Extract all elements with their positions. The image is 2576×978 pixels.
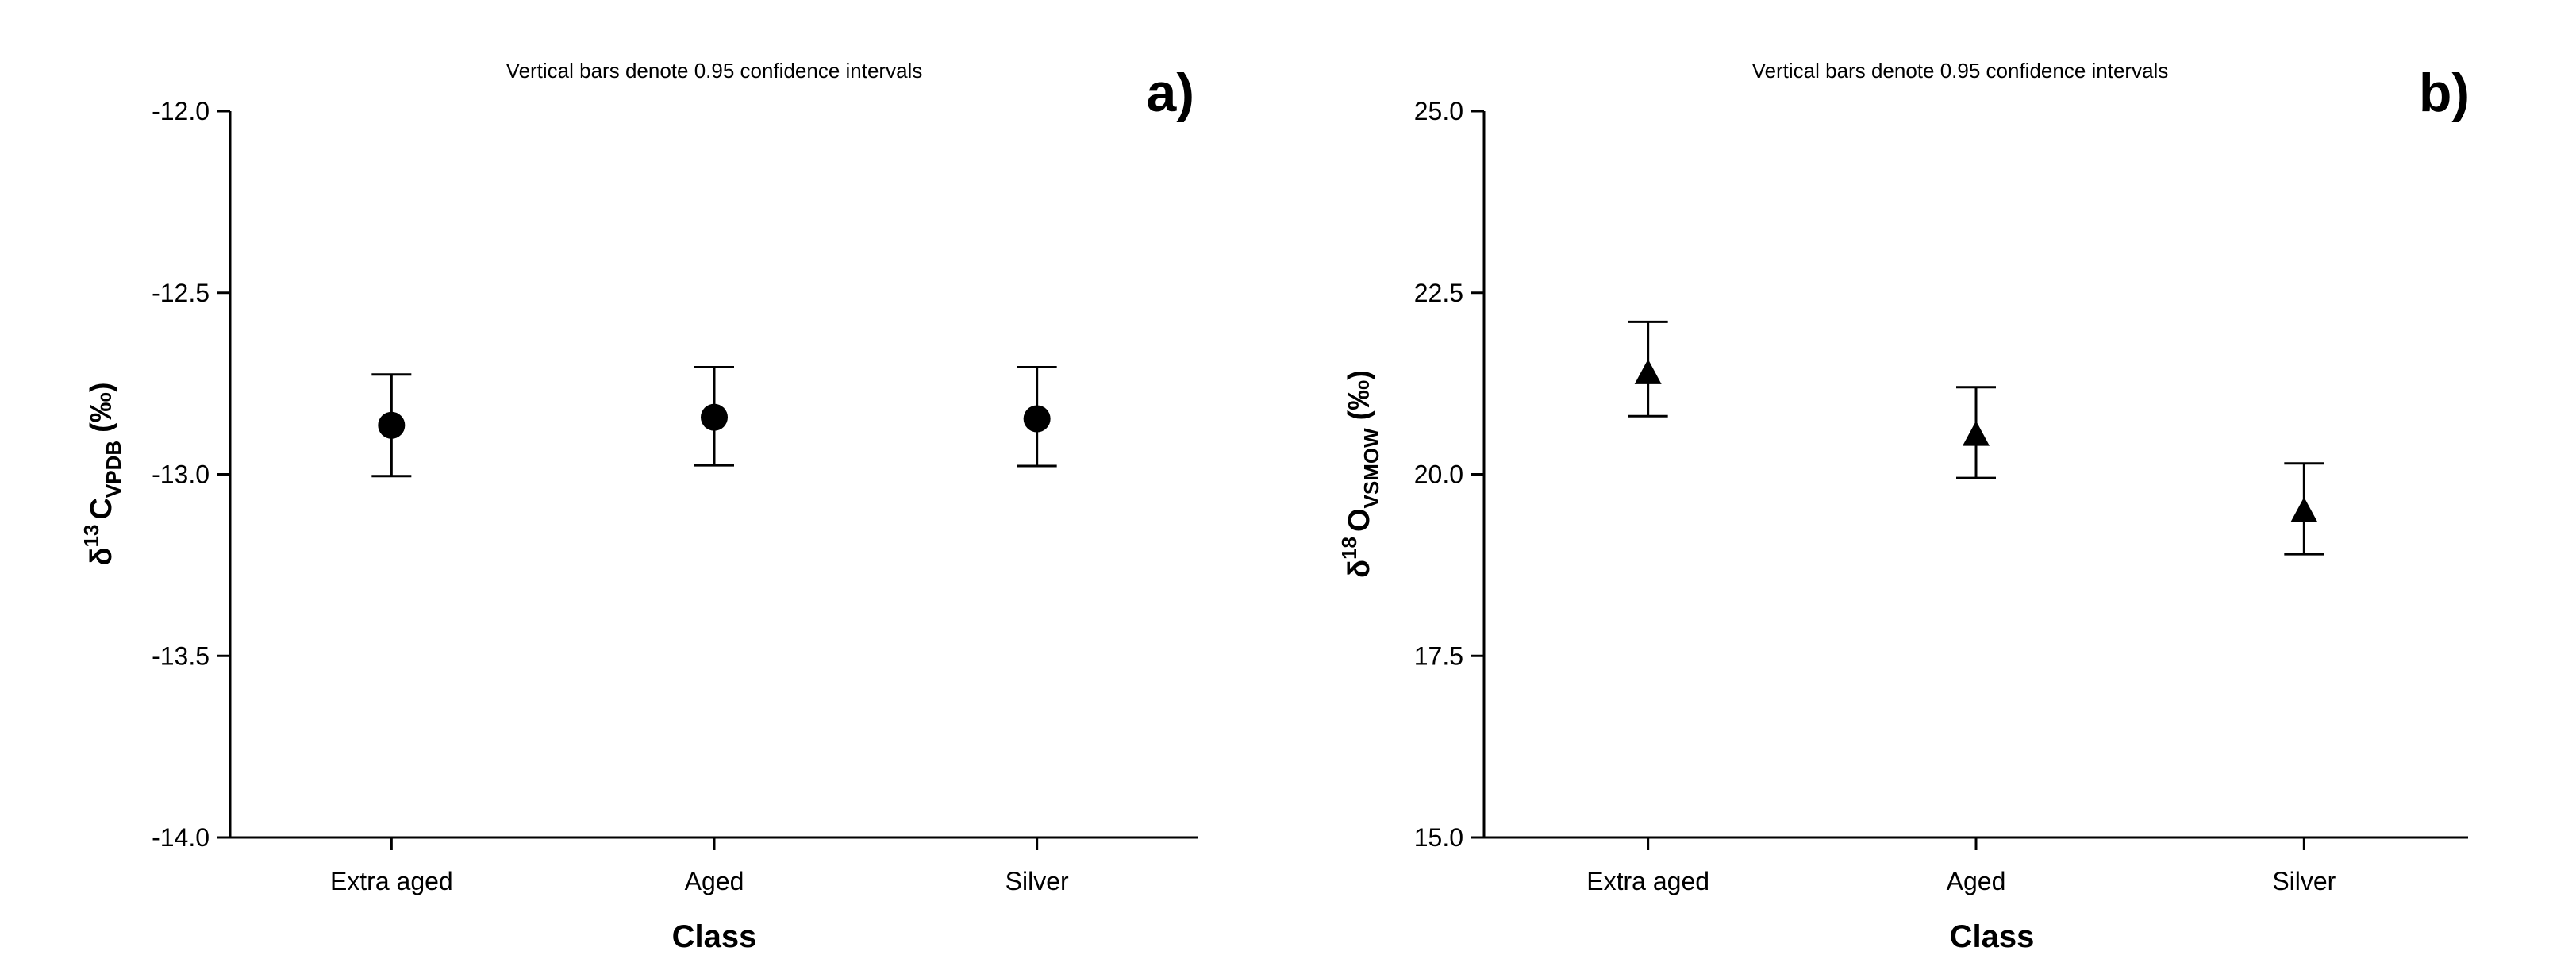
- panel-a-y-title-element: C: [85, 498, 118, 519]
- panel-b-x-tick-label: Silver: [2272, 867, 2336, 895]
- panel-b-y-title-element: O: [1343, 508, 1376, 532]
- panel-a-x-tick-label: Extra aged: [330, 867, 453, 895]
- panel-b-y-title-subscript: VSMOW: [1359, 428, 1383, 509]
- panel-b-note: Vertical bars denote 0.95 confidence int…: [1752, 59, 2169, 83]
- panel-b-y-title: δ18 OVSMOW (‰): [1337, 370, 1383, 578]
- panel-b-y-tick-label: 20.0: [1414, 460, 1463, 489]
- panel-a-x-title: Class: [672, 919, 757, 954]
- panel-a-y-tick-label: -12.0: [152, 97, 210, 125]
- panel-b-y-title-isotope: 18: [1337, 537, 1361, 560]
- panel-a-data-point: [701, 403, 728, 431]
- panel-a-label: a): [1147, 63, 1194, 123]
- panel-b-label: b): [2419, 63, 2470, 123]
- panel-a-y-tick-label: -12.5: [152, 279, 210, 307]
- panel-a-note: Vertical bars denote 0.95 confidence int…: [506, 59, 923, 83]
- panel-b-data-point: [1634, 359, 1662, 384]
- panel-a-y-title-subscript: VPDB: [102, 441, 125, 498]
- panel-b-x-title: Class: [1950, 919, 2035, 954]
- panel-a-x-tick-label: Silver: [1005, 867, 1069, 895]
- panel-a-y-title-symbol: δ: [85, 547, 118, 565]
- panel-a-y-tick-label: -14.0: [152, 823, 210, 852]
- panel-a-data-point: [1023, 405, 1051, 433]
- panel-a-y-title-unit: (‰): [85, 383, 118, 433]
- panel-b-y-title-unit: (‰): [1343, 370, 1376, 420]
- panel-b-y-title-symbol: δ: [1343, 560, 1376, 578]
- panel-a-y-title: δ13 CVPDB (‰): [79, 383, 125, 566]
- panel-b-y-tick-label: 22.5: [1414, 279, 1463, 307]
- panel-b-data-point: [2290, 497, 2318, 522]
- panel-a-y-title-isotope: 13: [79, 525, 103, 548]
- panel-a-y-tick-label: -13.0: [152, 460, 210, 489]
- panel-a-x-tick-label: Aged: [685, 867, 744, 895]
- panel-b: Vertical bars denote 0.95 confidence int…: [1337, 59, 2470, 954]
- panel-a-y-tick-label: -13.5: [152, 641, 210, 670]
- panel-a: Vertical bars denote 0.95 confidence int…: [79, 59, 1198, 954]
- panel-b-data-point: [1963, 421, 1990, 446]
- panel-b-y-tick-label: 15.0: [1414, 823, 1463, 852]
- panel-b-y-tick-label: 25.0: [1414, 97, 1463, 125]
- panel-b-x-tick-label: Aged: [1947, 867, 2006, 895]
- panel-a-data-point: [378, 411, 406, 439]
- panel-b-y-tick-label: 17.5: [1414, 641, 1463, 670]
- panel-b-x-tick-label: Extra aged: [1586, 867, 1709, 895]
